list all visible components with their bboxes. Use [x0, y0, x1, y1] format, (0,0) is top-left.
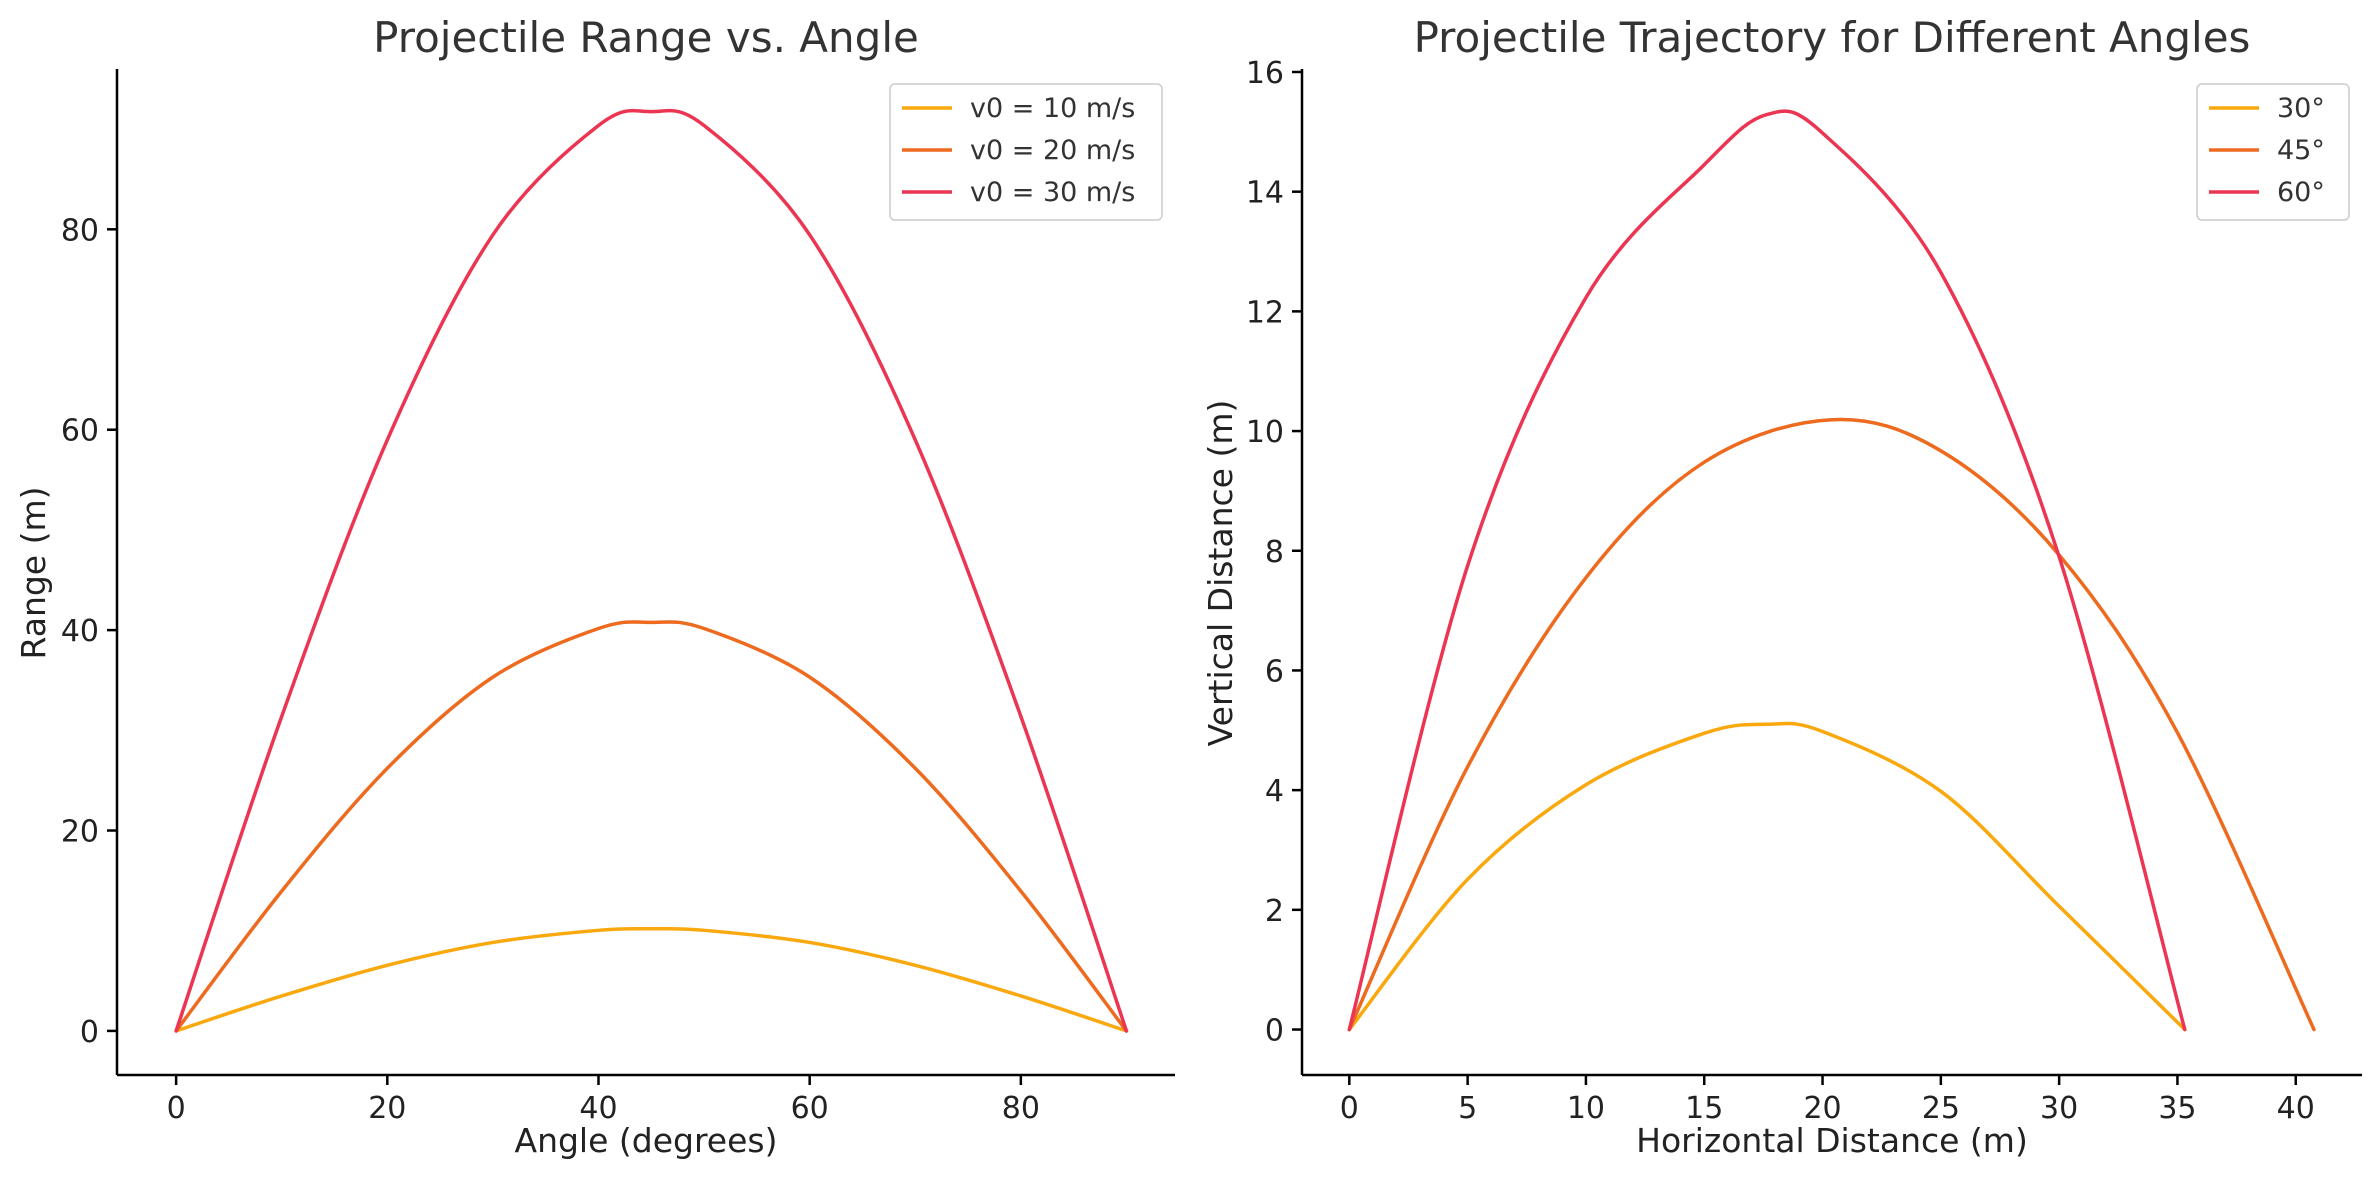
legend: v0 = 10 m/s v0 = 20 m/s v0 = 30 m/s: [889, 83, 1163, 221]
range-chart: Projectile Range vs. Angle Angle (degree…: [14, 13, 1175, 1160]
x-tick-label: 25: [1922, 1091, 1960, 1126]
legend-label: v0 = 30 m/s: [970, 177, 1135, 208]
y-axis-label: Vertical Distance (m): [1201, 400, 1240, 747]
y-tick-label: 4: [1265, 774, 1284, 809]
y-tick-label: 60: [61, 414, 99, 449]
x-axis-label: Angle (degrees): [515, 1121, 778, 1160]
x-tick-label: 0: [1340, 1091, 1359, 1126]
legend-label: 45°: [2277, 135, 2325, 166]
y-tick-label: 2: [1265, 894, 1284, 929]
x-axis-label: Horizontal Distance (m): [1636, 1121, 2028, 1160]
series-line-1: [174, 926, 1129, 1033]
series-line-1: [1347, 721, 2187, 1032]
series-line-2: [1347, 417, 2316, 1032]
legend-label: v0 = 20 m/s: [970, 135, 1135, 166]
x-tick-label: 40: [2277, 1091, 2315, 1126]
legend-frame: [889, 83, 1163, 221]
legend-label: v0 = 10 m/s: [970, 93, 1135, 124]
legend-frame: [2196, 83, 2350, 221]
y-tick-label: 80: [61, 213, 99, 248]
x-tick-label: 40: [579, 1091, 617, 1126]
x-tick-label: 20: [1803, 1091, 1841, 1126]
y-tick-label: 0: [80, 1015, 99, 1050]
x-tick-label: 5: [1458, 1091, 1477, 1126]
y-tick-label: 20: [61, 815, 99, 850]
y-tick-label: 12: [1246, 295, 1284, 330]
series-line-3: [174, 108, 1129, 1033]
y-tick-label: 8: [1265, 535, 1284, 570]
x-tick-label: 0: [167, 1091, 186, 1126]
x-tick-label: 60: [791, 1091, 829, 1126]
x-tick-label: 10: [1567, 1091, 1605, 1126]
legend-label: 30°: [2277, 93, 2325, 124]
y-tick-label: 6: [1265, 654, 1284, 689]
y-axis-label: Range (m): [14, 487, 53, 660]
y-tick-label: 0: [1265, 1014, 1284, 1049]
x-tick-label: 20: [368, 1091, 406, 1126]
y-tick-label: 14: [1246, 176, 1284, 211]
series-line-2: [174, 620, 1129, 1033]
y-tick-label: 40: [61, 614, 99, 649]
y-tick-label: 10: [1246, 415, 1284, 450]
x-tick-label: 35: [2158, 1091, 2196, 1126]
series-line-3: [1347, 109, 2187, 1032]
x-tick-label: 15: [1685, 1091, 1723, 1126]
chart-title: Projectile Range vs. Angle: [373, 13, 919, 62]
x-tick-label: 30: [2040, 1091, 2078, 1126]
trajectory-chart: Projectile Trajectory for Different Angl…: [1201, 13, 2362, 1160]
x-tick-label: 80: [1002, 1091, 1040, 1126]
legend-label: 60°: [2277, 177, 2325, 208]
chart-title: Projectile Trajectory for Different Angl…: [1414, 13, 2251, 62]
y-tick-label: 16: [1246, 56, 1284, 91]
legend: 30° 45° 60°: [2196, 83, 2350, 221]
